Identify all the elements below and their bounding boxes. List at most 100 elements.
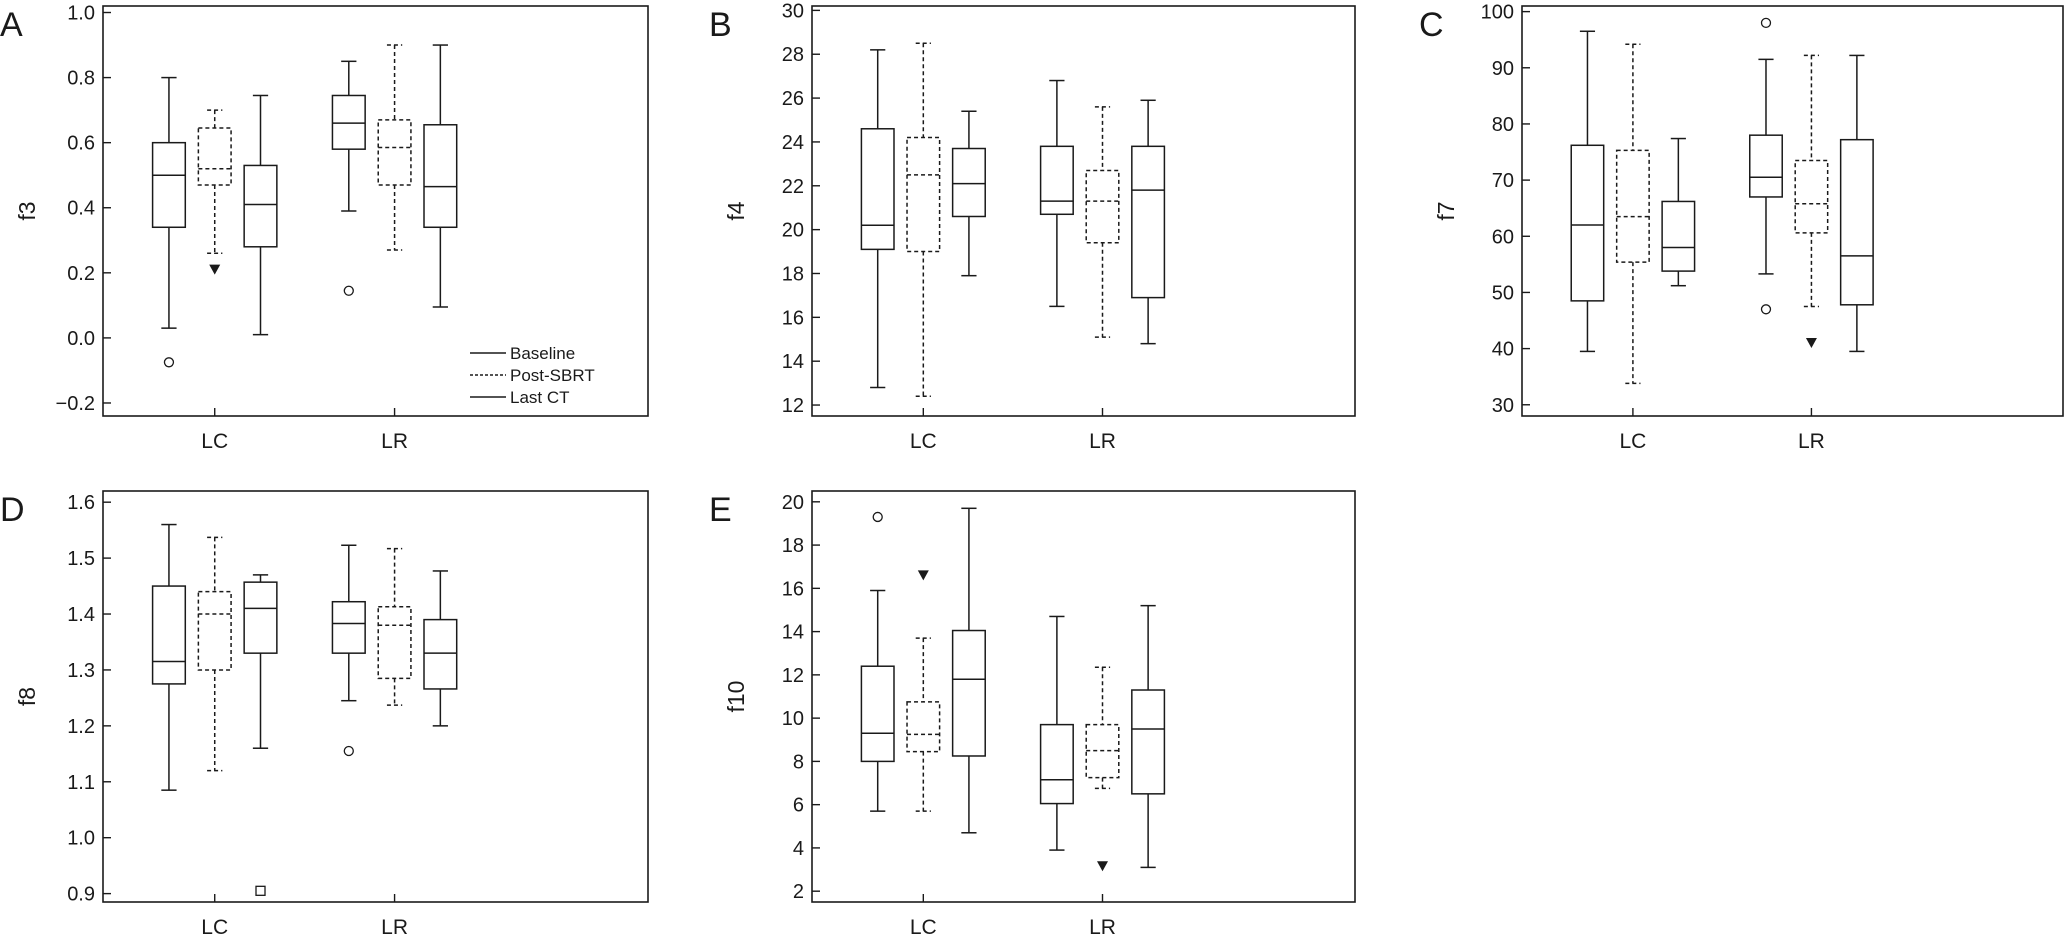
iqr-box	[860, 128, 895, 251]
y-tick-label: 40	[1492, 339, 1514, 361]
y-tick-label: 60	[1492, 226, 1514, 248]
iqr-box	[951, 629, 986, 757]
y-tick-label: 16	[782, 578, 804, 600]
y-tick-label: 24	[782, 132, 804, 154]
box-lr-baseline	[1749, 17, 1783, 315]
iqr-box	[1131, 145, 1166, 299]
iqr-box	[151, 585, 187, 685]
iqr-box	[197, 127, 232, 186]
panel-e: E 2 4 6 8 10 12 14 16 18 20 f10 LC LR	[709, 490, 1356, 936]
box-lc-post-sbrt	[197, 109, 232, 275]
y-tick-label: 1.3	[67, 660, 95, 682]
plot-frame	[1521, 5, 2064, 417]
plot-frame	[102, 490, 649, 903]
x-category-label: LR	[381, 916, 408, 936]
panel-b: B 12 14 16 18 20 22 24 26 28 30 f4 LC LR	[709, 0, 1356, 453]
y-tick-label: 8	[793, 751, 804, 773]
box-lc-baseline	[151, 523, 187, 791]
y-tick-label: 0.2	[67, 263, 95, 285]
panel-d: D 0.9 1.0 1.1 1.2 1.3 1.4 1.5 1.6 f8 LC LR	[0, 490, 649, 936]
box-lr-last-ct	[1131, 604, 1166, 869]
box-lr-baseline	[331, 544, 366, 757]
outlier-circle	[1760, 304, 1772, 315]
box-lc-post-sbrt	[1615, 43, 1650, 385]
outlier-circle	[163, 357, 175, 368]
legend-label: Post-SBRT	[510, 366, 595, 385]
y-tick-label: 14	[782, 622, 804, 644]
y-tick-label: 30	[782, 0, 804, 22]
y-tick-label: 1.1	[67, 772, 95, 794]
box-lr-post-sbrt	[377, 547, 412, 706]
outlier-circle	[1760, 17, 1772, 28]
box-lr-last-ct	[1131, 99, 1166, 345]
box-lc-post-sbrt	[197, 536, 232, 772]
box-lr-post-sbrt	[1794, 54, 1829, 348]
iqr-box	[1661, 200, 1696, 272]
iqr-box	[1615, 149, 1650, 263]
iqr-box	[951, 147, 986, 218]
box-lr-baseline	[1039, 615, 1074, 851]
iqr-box	[860, 665, 895, 763]
iqr-box	[243, 164, 278, 248]
y-tick-label: −0.2	[56, 393, 95, 415]
box-lc-baseline	[860, 49, 895, 389]
panel-letter: D	[0, 491, 25, 529]
y-tick-label: 30	[1492, 395, 1514, 417]
y-tick-label: 0.0	[67, 328, 95, 350]
iqr-box	[1039, 145, 1074, 216]
iqr-box	[377, 606, 412, 680]
y-tick-label: 100	[1481, 2, 1514, 24]
y-axis-title: f4	[723, 201, 749, 220]
panel-c: C 30 40 50 60 70 80 90 100 f7 LC LR	[1419, 2, 2064, 453]
box-lc-baseline	[860, 511, 895, 812]
y-axis-title: f10	[723, 681, 749, 713]
x-category-label: LR	[1089, 916, 1116, 936]
iqr-box	[423, 124, 458, 229]
y-tick-label: 0.8	[67, 68, 95, 90]
iqr-box	[1570, 144, 1605, 302]
outlier-circle	[343, 745, 354, 757]
iqr-box	[1085, 169, 1120, 244]
box-lc-last-ct	[951, 110, 986, 277]
x-category-label: LC	[910, 430, 937, 453]
y-tick-label: 0.9	[67, 884, 95, 906]
y-tick-label: 80	[1492, 114, 1514, 136]
outlier-triangle	[1805, 337, 1817, 348]
y-tick-label: 22	[782, 176, 804, 198]
box-lr-post-sbrt	[1085, 106, 1120, 338]
legend-label: Baseline	[510, 344, 575, 363]
outlier-triangle	[1097, 861, 1109, 872]
iqr-box	[151, 141, 187, 229]
iqr-box	[1839, 138, 1874, 306]
outlier-triangle	[209, 264, 221, 275]
y-tick-label: 0.6	[67, 133, 95, 155]
y-axis-title: f7	[1433, 201, 1459, 220]
y-axis-title: f3	[14, 201, 40, 220]
iqr-box	[197, 590, 232, 671]
panel-letter: E	[709, 491, 732, 529]
y-tick-label: 50	[1492, 282, 1514, 304]
box-lc-baseline	[151, 76, 187, 368]
box-lc-last-ct	[1661, 137, 1696, 287]
y-tick-label: 18	[782, 263, 804, 285]
iqr-box	[1749, 134, 1783, 198]
y-tick-label: 18	[782, 535, 804, 557]
box-lc-post-sbrt	[906, 42, 941, 398]
box-lr-baseline	[1039, 79, 1074, 308]
x-category-label: LR	[1089, 430, 1116, 453]
outlier-square	[255, 885, 266, 896]
y-tick-label: 0.4	[67, 198, 95, 220]
panel-a: A −0.2 0.0 0.2 0.4 0.6 0.8 1.0 f3 LC LR Baseline Pos…	[0, 3, 649, 453]
y-tick-label: 20	[782, 220, 804, 242]
box-lc-last-ct	[243, 574, 278, 896]
y-tick-label: 1.5	[67, 548, 95, 570]
y-tick-label: 28	[782, 44, 804, 66]
legend-label: Last CT	[510, 388, 570, 407]
y-tick-label: 1.0	[67, 828, 95, 850]
y-tick-label: 16	[782, 307, 804, 329]
x-category-label: LC	[910, 916, 937, 936]
iqr-box	[423, 618, 458, 690]
outlier-circle	[872, 511, 883, 523]
box-lc-baseline	[1570, 30, 1605, 353]
